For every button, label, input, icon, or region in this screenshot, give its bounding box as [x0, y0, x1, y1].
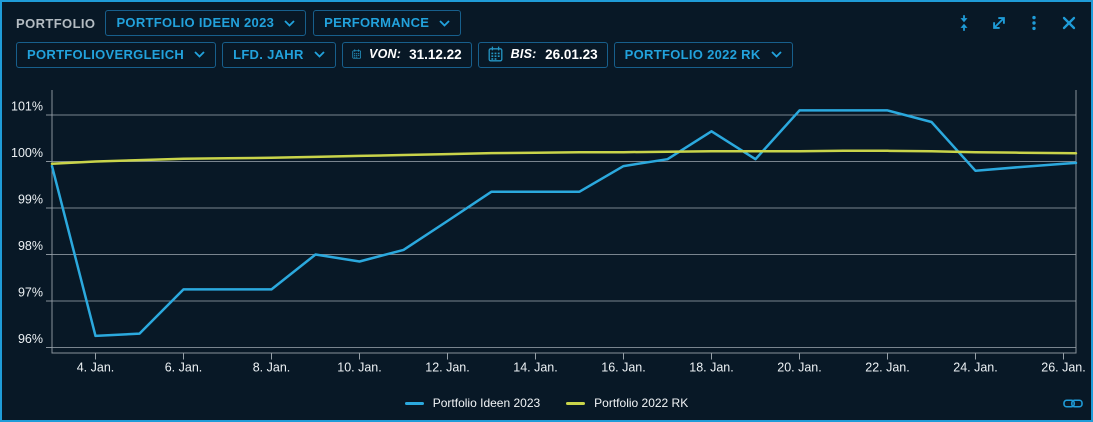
y-axis-label: 96%: [18, 332, 43, 346]
chevron-down-icon: [314, 51, 325, 58]
series-line-1: [50, 149, 1078, 166]
chevron-down-icon: [284, 19, 295, 27]
x-axis-label: 8. Jan.: [253, 361, 291, 375]
benchmark-dropdown[interactable]: PORTFOLIO 2022 RK: [613, 41, 793, 68]
benchmark-dropdown-label: PORTFOLIO 2022 RK: [624, 46, 761, 62]
x-axis-label: 16. Jan.: [601, 361, 645, 375]
chevron-down-icon: [439, 19, 450, 27]
calendar-icon: [352, 49, 361, 59]
y-axis-label: 101%: [11, 100, 43, 114]
legend-label: Portfolio 2022 RK: [594, 396, 689, 410]
date-from-field[interactable]: VON: 31.12.22: [341, 41, 472, 68]
date-to-value: 26.01.23: [545, 46, 598, 62]
expand-icon[interactable]: [989, 13, 1009, 33]
date-to-field[interactable]: BIS: 26.01.23: [477, 41, 608, 68]
toolbar-row: PORTFOLIOVERGLEICH LFD. JAHR VON: 31.12.…: [16, 41, 1091, 68]
x-axis-label: 26. Jan.: [1041, 361, 1085, 375]
y-axis-label: 98%: [18, 239, 43, 253]
link-icon[interactable]: [1063, 393, 1083, 413]
period-dropdown-label: LFD. JAHR: [233, 46, 304, 62]
axis-frame: [51, 90, 1077, 354]
kebab-menu-icon[interactable]: [1024, 13, 1044, 33]
period-dropdown[interactable]: LFD. JAHR: [222, 41, 336, 68]
chart-legend: Portfolio Ideen 2023 Portfolio 2022 RK: [2, 395, 1091, 411]
series-line-0: [50, 109, 1078, 338]
y-axis-label: 100%: [11, 146, 43, 160]
legend-item-portfolio-2022-rk[interactable]: Portfolio 2022 RK: [566, 396, 688, 410]
date-from-value: 31.12.22: [409, 46, 462, 62]
view-dropdown[interactable]: PERFORMANCE: [313, 10, 462, 36]
y-axis-label: 97%: [18, 286, 43, 300]
header-row: PORTFOLIO PORTFOLIO IDEEN 2023 PERFORMAN…: [16, 10, 1091, 36]
legend-item-portfolio-ideen[interactable]: Portfolio Ideen 2023: [404, 396, 541, 410]
x-axis-label: 20. Jan.: [777, 361, 821, 375]
chevron-down-icon: [770, 51, 782, 58]
x-axis-label: 10. Jan.: [337, 361, 381, 375]
legend-label: Portfolio Ideen 2023: [432, 396, 541, 410]
legend-swatch-yellow: [566, 401, 586, 405]
portfolio-dropdown-label: PORTFOLIO IDEEN 2023: [116, 15, 275, 30]
view-dropdown-label: PERFORMANCE: [324, 15, 430, 30]
portfolio-dropdown[interactable]: PORTFOLIO IDEEN 2023: [105, 10, 307, 36]
close-icon[interactable]: [1059, 13, 1079, 33]
x-axis-label: 18. Jan.: [689, 361, 733, 375]
y-axis-label: 99%: [18, 193, 43, 207]
collapse-vertical-icon[interactable]: [954, 13, 974, 33]
x-axis-label: 4. Jan.: [77, 361, 115, 375]
comparison-dropdown[interactable]: PORTFOLIOVERGLEICH: [16, 41, 217, 68]
window-controls: [954, 13, 1079, 33]
x-axis-label: 14. Jan.: [513, 361, 557, 375]
legend-swatch-blue: [404, 401, 424, 405]
widget-title: PORTFOLIO: [16, 15, 96, 31]
chevron-down-icon: [194, 51, 205, 58]
x-axis-label: 6. Jan.: [165, 361, 203, 375]
comparison-dropdown-label: PORTFOLIOVERGLEICH: [27, 46, 185, 62]
x-axis-label: 24. Jan.: [953, 361, 997, 375]
date-from-label: VON:: [369, 47, 402, 61]
x-axis-label: 12. Jan.: [425, 361, 469, 375]
calendar-icon: [488, 46, 503, 62]
x-axis-label: 22. Jan.: [865, 361, 909, 375]
date-to-label: BIS:: [510, 47, 537, 61]
